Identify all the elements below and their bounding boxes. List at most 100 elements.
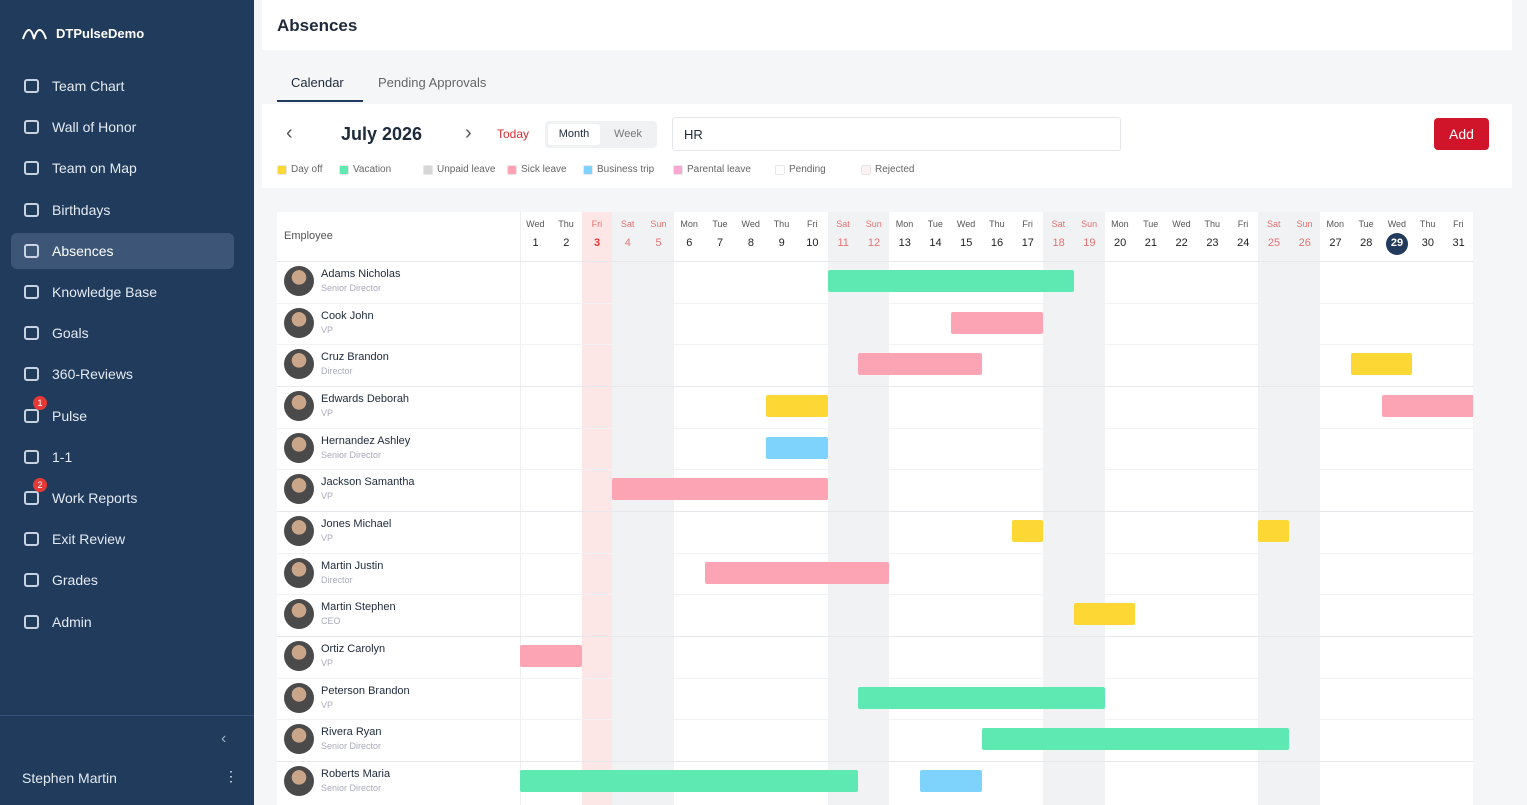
user-menu[interactable]: ⋮ <box>224 768 238 784</box>
weekday-label: Sun <box>1296 219 1313 229</box>
weekend-column <box>643 212 674 805</box>
nav-label: 360-Reviews <box>52 366 133 383</box>
employee-name: Roberts Maria <box>321 768 391 781</box>
absence-bar[interactable] <box>1073 603 1136 626</box>
day-number: 10 <box>806 237 819 249</box>
nav-item[interactable]: Absences <box>11 232 234 269</box>
weekday-label: Wed <box>741 219 760 229</box>
tab[interactable]: Pending Approvals <box>378 75 487 90</box>
absence-bar[interactable] <box>920 770 982 793</box>
row-divider <box>277 677 1473 679</box>
avatar <box>284 766 314 797</box>
nav-item[interactable]: Team on Map <box>11 150 234 186</box>
add-button[interactable]: Add <box>1434 118 1489 150</box>
nav-label: Birthdays <box>52 201 111 218</box>
nav-item[interactable]: Team Chart <box>11 68 234 104</box>
absence-bar[interactable] <box>766 395 828 417</box>
weekday-label: Fri <box>806 219 818 229</box>
prev[interactable]: ‹ <box>286 122 293 144</box>
day-number: 26 <box>1298 237 1311 249</box>
nav-item[interactable]: Knowledge Base <box>11 274 234 310</box>
nav-label: Goals <box>52 325 89 342</box>
weekday-label: Wed <box>956 219 976 229</box>
legend-label: Vacation <box>353 164 392 175</box>
avatar <box>284 682 314 713</box>
weekday-label: Wed <box>1387 219 1407 229</box>
absence-bar[interactable] <box>1012 520 1044 543</box>
weekend-column <box>827 212 859 805</box>
employee-name: Martin Justin <box>321 559 384 572</box>
row-divider <box>277 344 1473 346</box>
tab[interactable]: Calendar <box>291 75 344 90</box>
weekday-label: Wed <box>526 219 545 229</box>
nav-item[interactable]: Admin <box>11 604 234 640</box>
view-option[interactable]: Month <box>548 124 600 145</box>
nav-item[interactable]: Goals <box>11 315 234 351</box>
nav-label: Pulse <box>52 407 88 424</box>
absence-bar[interactable] <box>950 311 1044 334</box>
row-divider <box>277 636 1473 638</box>
day-number: 22 <box>1175 237 1188 249</box>
nav-label: Team Chart <box>52 78 125 94</box>
nav-icon <box>24 449 39 464</box>
row-divider <box>277 594 1473 596</box>
weekday-label: Tue <box>927 219 943 229</box>
divider <box>0 715 254 716</box>
search-box[interactable] <box>672 117 1121 151</box>
employee-name: Jackson Samantha <box>321 476 415 489</box>
weekend-column <box>1289 212 1321 805</box>
day-number: 17 <box>1021 237 1034 249</box>
row-divider <box>277 261 1473 262</box>
weekend-column <box>1073 212 1105 805</box>
nav-item[interactable]: Exit Review <box>11 521 234 557</box>
nav-item[interactable]: 1-1 <box>11 439 234 475</box>
avatar <box>284 307 314 338</box>
absence-bar[interactable] <box>1381 395 1473 417</box>
day-number: 24 <box>1237 237 1250 249</box>
day-number: 11 <box>837 237 849 249</box>
absence-bar[interactable] <box>520 770 859 793</box>
weekday-label: Fri <box>1453 219 1464 229</box>
weekday-label: Sun <box>650 219 667 229</box>
day-number: 19 <box>1083 237 1096 249</box>
badge: 1 <box>33 395 47 410</box>
nav-icon <box>24 573 39 588</box>
absence-bar[interactable] <box>612 478 828 501</box>
absence-bar[interactable] <box>766 436 828 459</box>
legend-swatch <box>423 165 433 175</box>
employee-title: VP <box>321 491 334 502</box>
nav-item[interactable]: Grades <box>11 562 234 598</box>
absence-bar[interactable] <box>981 728 1290 751</box>
absence-bar[interactable] <box>827 270 1074 292</box>
nav-item[interactable]: Wall of Honor <box>11 109 234 145</box>
user-name[interactable]: Stephen Martin <box>22 770 117 786</box>
next[interactable]: › <box>465 122 472 144</box>
weekday-label: Sat <box>1051 219 1066 229</box>
absence-bar[interactable] <box>858 353 982 376</box>
nav-item[interactable]: Work Reports 2 <box>11 478 234 516</box>
today-circle <box>1386 233 1409 255</box>
nav-item[interactable]: Pulse 1 <box>11 395 234 434</box>
absence-bar[interactable] <box>520 645 582 668</box>
absence-bar[interactable] <box>1258 520 1290 543</box>
search-text: HR <box>684 127 703 142</box>
page-title: Absences <box>277 16 358 35</box>
view-option[interactable]: Week <box>614 128 642 140</box>
legend-label: Day off <box>291 164 323 175</box>
legend-label: Business trip <box>597 164 655 175</box>
absence-bar[interactable] <box>1350 353 1413 376</box>
nav-item[interactable]: Birthdays <box>11 192 234 228</box>
day-number: 30 <box>1421 237 1434 249</box>
sidebar: DTPulseDemo Team Chart Wall of Honor Team … <box>0 0 254 805</box>
weekday-label: Mon <box>1326 219 1345 229</box>
absence-bar[interactable] <box>704 561 890 584</box>
nav-icon <box>24 120 39 135</box>
today-button[interactable]: Today <box>497 127 530 141</box>
nav-item[interactable]: 360-Reviews <box>11 356 234 392</box>
brand: DTPulseDemo <box>56 26 145 41</box>
day-number: 2 <box>563 237 570 249</box>
employee-title: VP <box>321 324 334 335</box>
absence-bar[interactable] <box>858 686 1105 709</box>
row-divider <box>277 427 1473 429</box>
collapse[interactable]: ‹ <box>221 730 227 747</box>
